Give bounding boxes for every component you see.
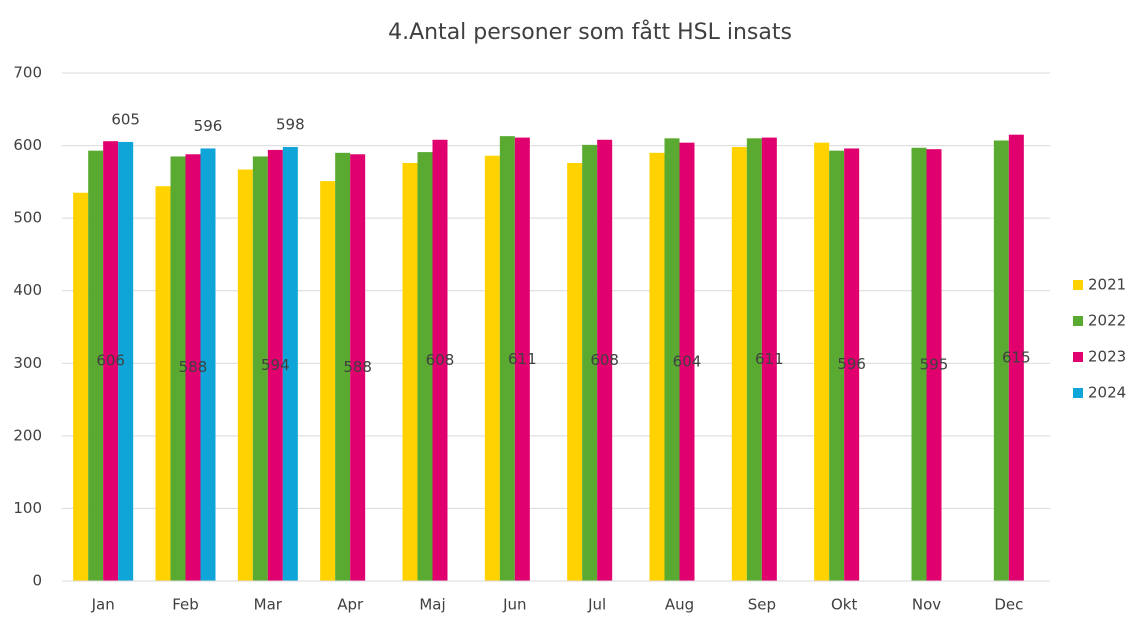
- legend-swatch: [1073, 388, 1083, 398]
- x-tick-label: Jan: [91, 596, 115, 614]
- data-label: 588: [179, 358, 208, 376]
- bar: [237, 169, 253, 581]
- bar: [402, 162, 418, 581]
- y-tick-label: 400: [13, 281, 42, 299]
- bar: [664, 138, 680, 582]
- bar: [829, 150, 845, 581]
- legend-label: 2021: [1088, 276, 1126, 294]
- data-label: 605: [111, 110, 140, 128]
- bar: [514, 137, 530, 582]
- bar: [597, 139, 613, 581]
- bar: [88, 150, 104, 581]
- bar: [267, 149, 283, 581]
- bar: [746, 138, 762, 582]
- chart-title: 4.Antal personer som fått HSL insats: [388, 19, 792, 45]
- bar: [911, 147, 927, 581]
- bar: [282, 147, 298, 581]
- bar: [844, 148, 860, 581]
- legend-label: 2022: [1088, 312, 1126, 330]
- bar: [103, 141, 119, 581]
- bar: [582, 144, 598, 582]
- bar: [118, 141, 134, 581]
- bar: [761, 137, 777, 582]
- bar: [649, 152, 665, 582]
- bar: [170, 156, 186, 581]
- data-label: 595: [920, 356, 949, 374]
- bar: [252, 156, 268, 581]
- y-tick-label: 600: [13, 136, 42, 154]
- data-label: 588: [343, 358, 372, 376]
- y-tick-label: 300: [13, 354, 42, 372]
- data-label: 608: [426, 351, 455, 369]
- x-tick-label: Okt: [831, 596, 857, 614]
- data-label: 598: [276, 116, 305, 134]
- data-label: 596: [837, 355, 866, 373]
- bar: [350, 154, 366, 581]
- bar: [993, 140, 1009, 581]
- x-tick-label: Sep: [748, 596, 776, 614]
- legend-label: 2023: [1088, 348, 1126, 366]
- x-tick-label: Jul: [587, 596, 606, 614]
- bar: [432, 139, 448, 581]
- data-label: 611: [755, 350, 784, 368]
- bar: [335, 152, 351, 582]
- data-label: 596: [194, 117, 223, 135]
- x-tick-label: Aug: [665, 596, 694, 614]
- y-tick-label: 700: [13, 64, 42, 82]
- y-tick-label: 0: [32, 572, 42, 590]
- x-tick-label: Nov: [912, 596, 941, 614]
- bar: [567, 162, 583, 581]
- legend-swatch: [1073, 352, 1083, 362]
- legend-swatch: [1073, 280, 1083, 290]
- x-tick-label: Apr: [337, 596, 364, 614]
- bar: [484, 155, 500, 581]
- y-tick-label: 200: [13, 426, 42, 444]
- x-tick-label: Maj: [419, 596, 445, 614]
- x-tick-label: Mar: [254, 596, 283, 614]
- bar: [200, 148, 216, 581]
- y-tick-label: 100: [13, 499, 42, 517]
- bar: [499, 136, 515, 581]
- bar: [73, 192, 89, 581]
- bar: [926, 149, 942, 581]
- bar: [814, 142, 830, 581]
- bar: [1008, 134, 1024, 581]
- data-label: 594: [261, 356, 290, 374]
- bar: [185, 154, 201, 581]
- x-tick-label: Dec: [994, 596, 1023, 614]
- y-tick-label: 500: [13, 209, 42, 227]
- data-label: 606: [96, 352, 125, 370]
- bar: [417, 152, 433, 582]
- data-label: 604: [673, 352, 702, 370]
- legend-swatch: [1073, 316, 1083, 326]
- data-label: 615: [1002, 348, 1031, 366]
- x-tick-label: Jun: [502, 596, 526, 614]
- bar: [155, 186, 171, 581]
- data-label: 611: [508, 350, 537, 368]
- bar: [731, 147, 747, 581]
- legend-label: 2024: [1088, 384, 1126, 402]
- data-label: 608: [590, 351, 619, 369]
- x-tick-label: Feb: [172, 596, 199, 614]
- bar: [679, 142, 695, 581]
- bar: [320, 181, 336, 582]
